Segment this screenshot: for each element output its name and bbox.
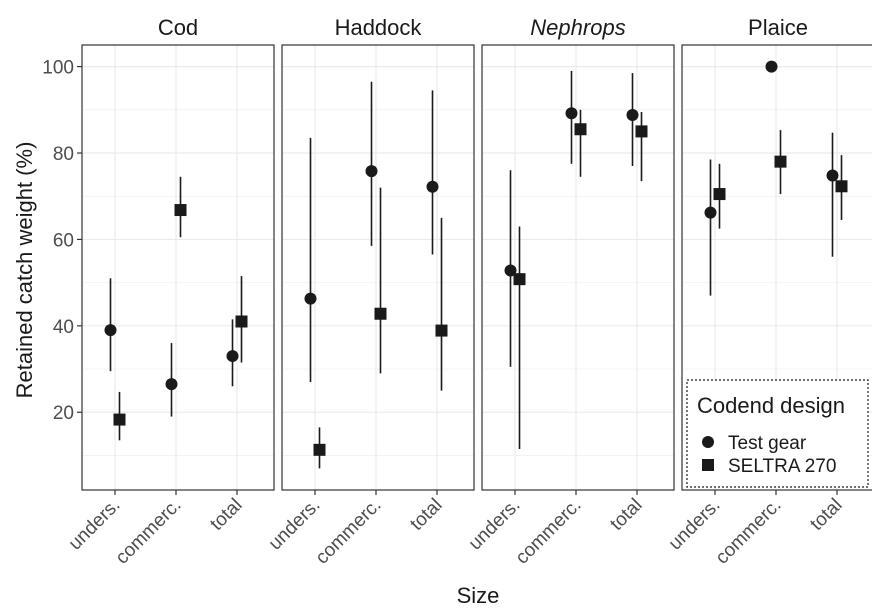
y-axis-title: Retained catch weight (%): [12, 142, 37, 399]
data-point-seltra-270: [835, 180, 848, 193]
y-tick-label: 60: [53, 230, 74, 251]
data-point-seltra-270: [113, 413, 126, 426]
data-point-seltra-270: [574, 123, 587, 136]
panel-title: Nephrops: [530, 15, 625, 40]
x-tick-label: total: [806, 495, 846, 535]
x-axis-title: Size: [457, 583, 500, 608]
panel-background: [82, 45, 274, 490]
panel-plot-area: [82, 45, 274, 490]
data-point-test-gear: [165, 378, 178, 391]
panel-title: Haddock: [335, 15, 423, 40]
y-tick-label: 40: [53, 317, 74, 338]
y-tick-label: 100: [42, 58, 74, 79]
data-point-seltra-270: [174, 204, 187, 217]
data-point-seltra-270: [374, 307, 387, 320]
y-axis: 20 40 60 80 100: [42, 58, 82, 424]
x-tick-label: commerc.: [112, 495, 186, 569]
x-tick-label: commerc.: [712, 495, 786, 569]
data-point-test-gear: [104, 324, 117, 337]
legend: Codend design Test gear SELTRA 270: [686, 379, 869, 488]
legend-box: [686, 379, 869, 488]
data-point-test-gear: [365, 165, 378, 178]
panel-border: [81, 44, 275, 491]
panel-border: [281, 44, 475, 491]
data-point-seltra-270: [774, 155, 787, 168]
panel-cod: Cod unders.commerc. total: [65, 15, 275, 569]
data-point-test-gear: [426, 180, 439, 193]
data-point-seltra-270: [235, 315, 248, 328]
x-tick-label: total: [606, 495, 646, 535]
x-tick-label: total: [206, 495, 246, 535]
y-tick-label: 20: [53, 403, 74, 424]
legend-marker-test-gear: [702, 436, 714, 448]
data-point-test-gear: [704, 206, 717, 219]
panel-border: [681, 44, 872, 491]
panel-haddock: Haddock unders.commerc. total: [265, 15, 475, 569]
x-tick-label: unders.: [65, 495, 125, 555]
data-point-test-gear: [765, 60, 778, 73]
data-point-test-gear: [826, 169, 839, 182]
panel-plot-area: [282, 45, 474, 490]
y-tick-label: 80: [53, 144, 74, 165]
data-point-test-gear: [565, 107, 578, 120]
legend-title: Codend design: [697, 393, 845, 418]
data-point-seltra-270: [513, 273, 526, 286]
legend-label-test-gear: Test gear: [728, 433, 807, 454]
legend-label-seltra-270: SELTRA 270: [728, 456, 836, 477]
x-tick-label: commerc.: [512, 495, 586, 569]
panel-nephrops: Nephrops unders.commerc. total: [465, 15, 675, 569]
panel-title: Cod: [158, 15, 198, 40]
x-tick-label: unders.: [665, 495, 725, 555]
data-point-test-gear: [226, 350, 239, 363]
x-tick-label: commerc.: [312, 495, 386, 569]
data-point-seltra-270: [713, 188, 726, 201]
data-point-test-gear: [304, 292, 317, 305]
panel-title: Plaice: [748, 15, 808, 40]
data-point-test-gear: [626, 108, 639, 121]
x-tick-label: unders.: [465, 495, 525, 555]
panel-plot-area: [482, 45, 674, 490]
x-tick-label: total: [406, 495, 446, 535]
panel-border: [481, 44, 675, 491]
x-tick-label: unders.: [265, 495, 325, 555]
data-point-seltra-270: [635, 125, 648, 138]
data-point-seltra-270: [313, 443, 326, 456]
data-point-seltra-270: [435, 324, 448, 337]
legend-marker-seltra-270: [702, 459, 714, 471]
